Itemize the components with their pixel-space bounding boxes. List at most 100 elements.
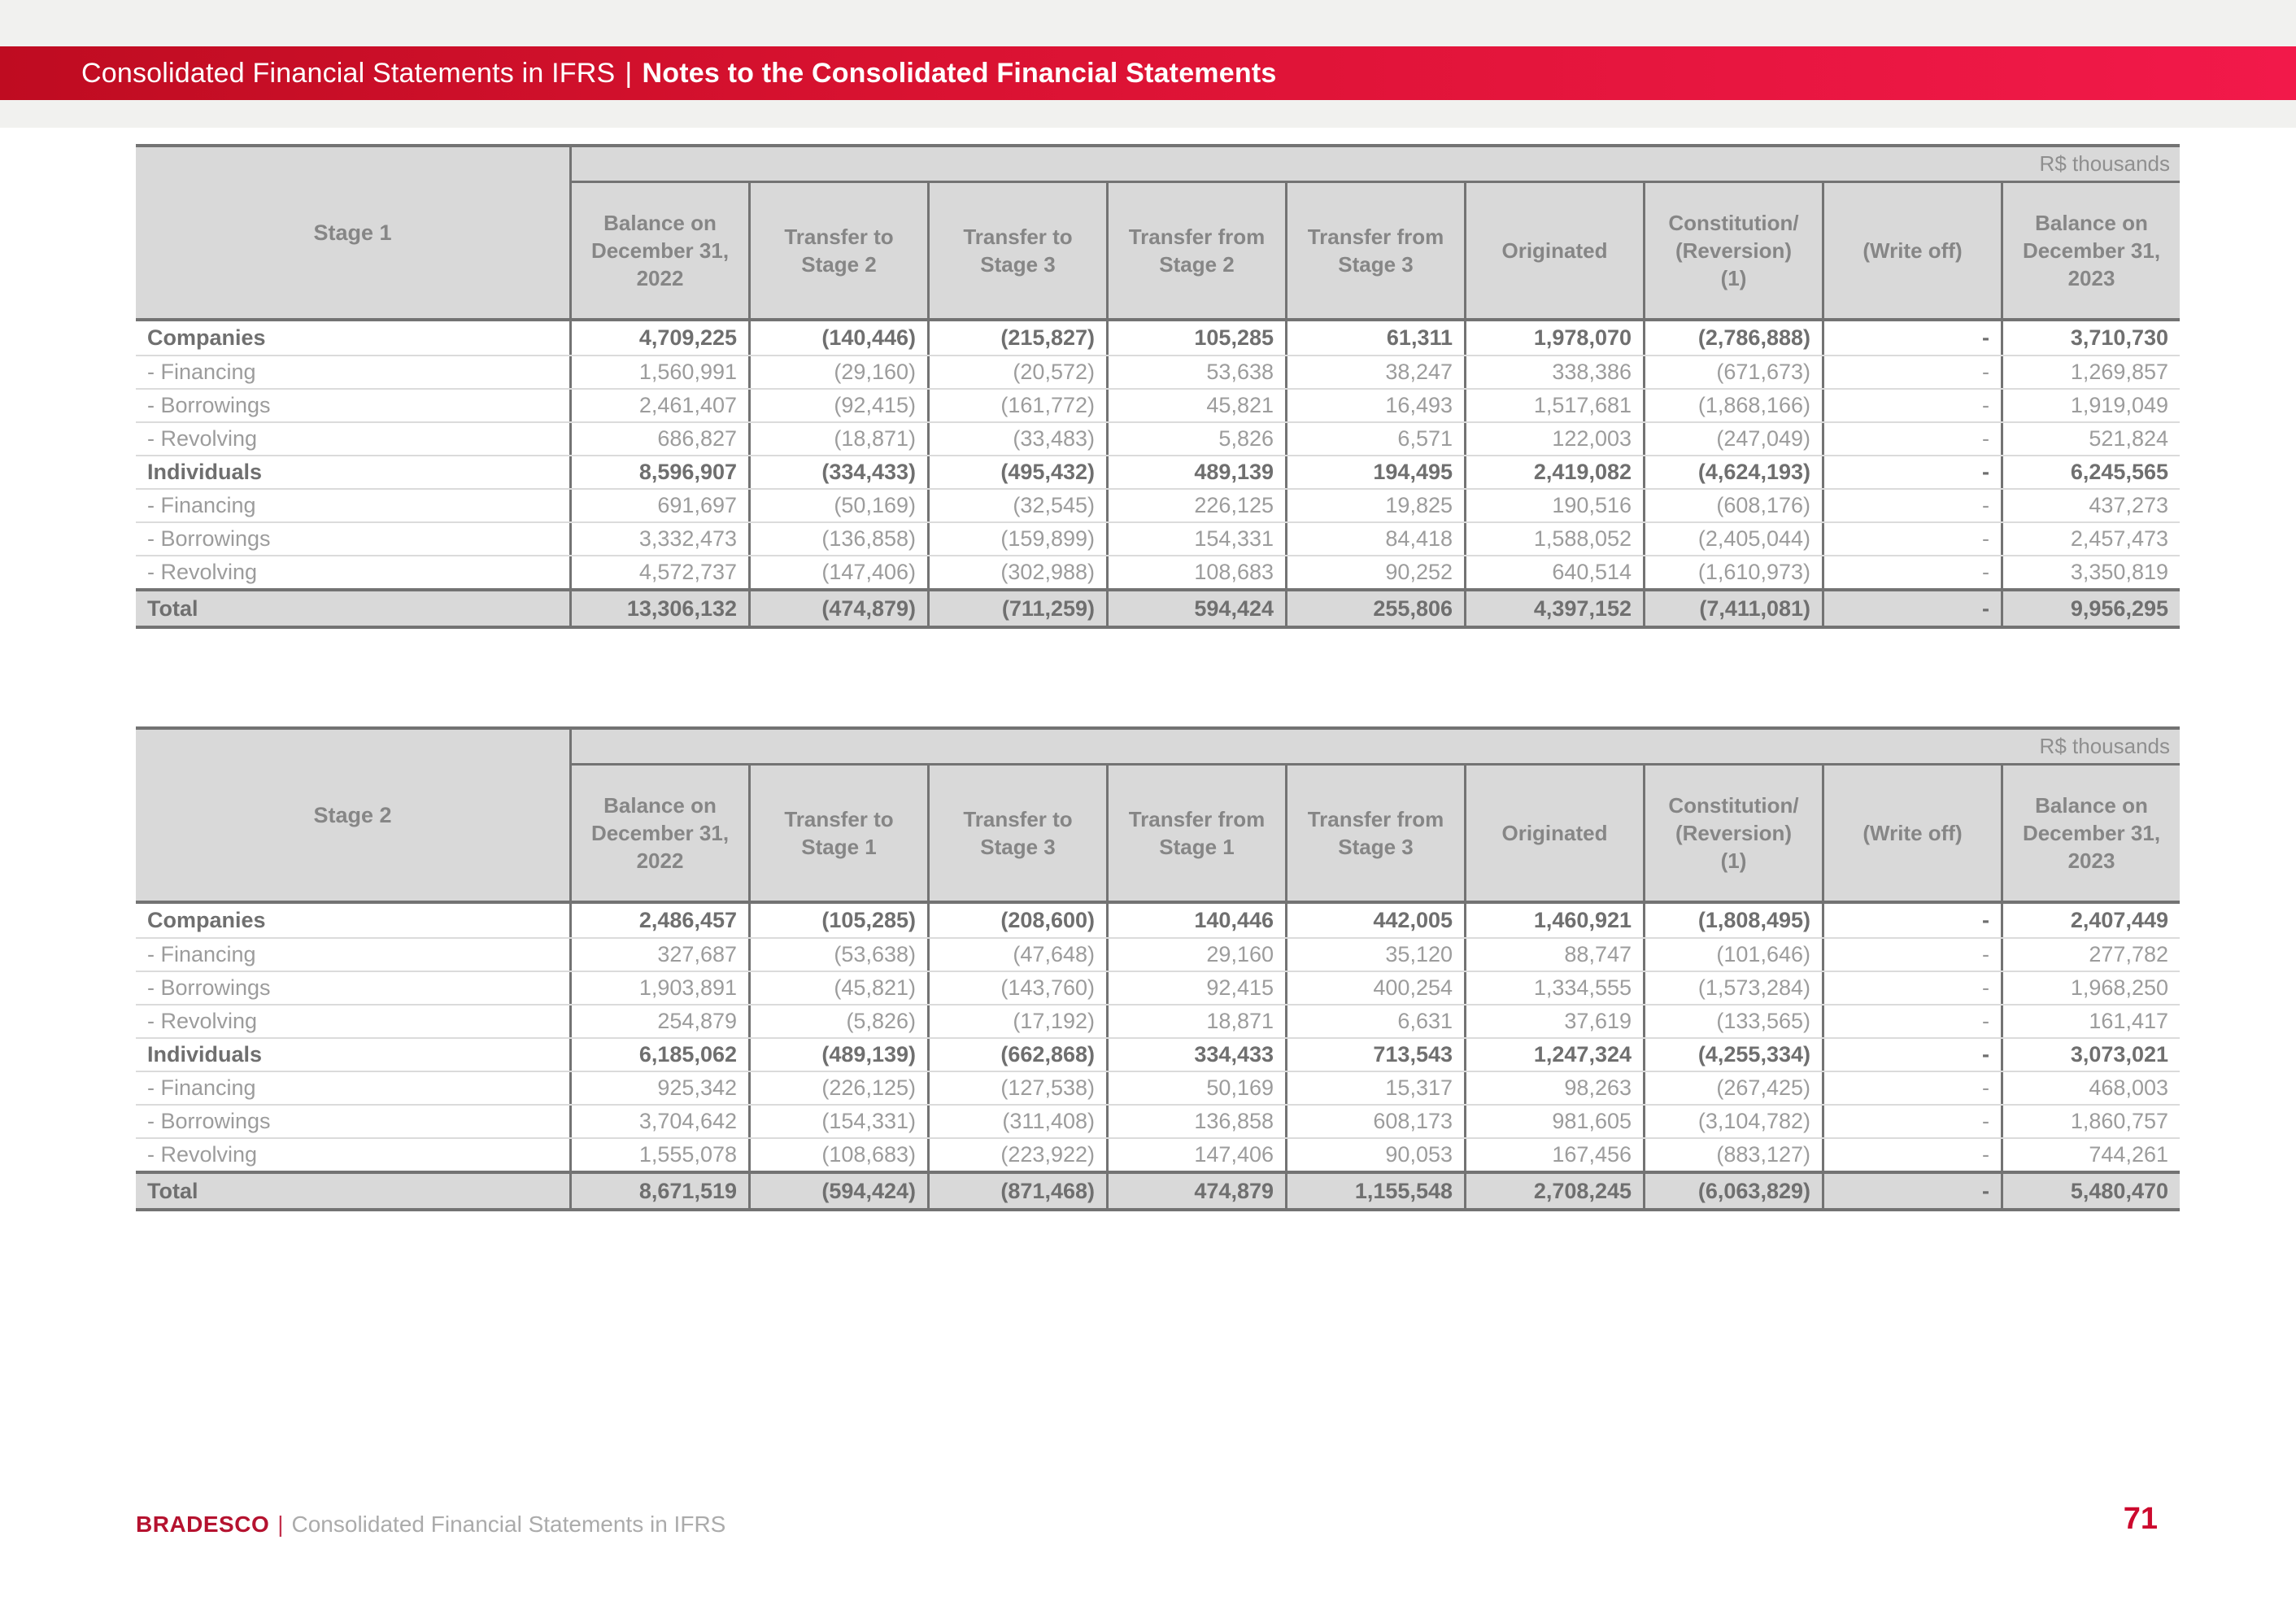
column-header: Transfer to Stage 3 (927, 183, 1106, 318)
value-cell: (154,331) (748, 1106, 927, 1137)
value-cell: 1,588,052 (1464, 523, 1643, 555)
value-cell: 84,418 (1285, 523, 1464, 555)
value-cell: 6,631 (1285, 1006, 1464, 1037)
value-cell: (108,683) (748, 1139, 927, 1171)
banner-bottom-strip (0, 100, 2296, 128)
value-cell: - (1822, 939, 2001, 971)
value-cell: 1,155,548 (1285, 1174, 1464, 1208)
value-cell: 6,245,565 (2001, 456, 2180, 488)
value-cell: 6,185,062 (569, 1039, 748, 1071)
value-cell: 92,415 (1106, 972, 1285, 1004)
value-cell: 90,053 (1285, 1139, 1464, 1171)
total-row: Total 8,671,519 (594,424) (871,468) 474,879 1… (136, 1171, 2180, 1211)
footer-separator: | (277, 1512, 284, 1537)
value-cell: 1,560,991 (569, 356, 748, 388)
value-cell: 108,683 (1106, 556, 1285, 588)
value-cell: (105,285) (748, 904, 927, 937)
value-cell: 489,139 (1106, 456, 1285, 488)
value-cell: 594,424 (1106, 591, 1285, 626)
value-cell: (32,545) (927, 490, 1106, 521)
row-label: - Revolving (147, 1009, 258, 1033)
value-cell: 686,827 (569, 423, 748, 455)
value-cell: (127,538) (927, 1072, 1106, 1104)
column-header: Constitution/ (Reversion) (1) (1643, 766, 1822, 901)
value-cell: 6,571 (1285, 423, 1464, 455)
value-cell: - (1822, 1174, 2001, 1208)
value-cell: (18,871) (748, 423, 927, 455)
value-cell: (92,415) (748, 390, 927, 421)
value-cell: (159,899) (927, 523, 1106, 555)
stage2-table-title: Stage 2 (313, 802, 392, 827)
row-label: - Borrowings (147, 393, 271, 417)
table-row: - Revolving 4,572,737 (147,406) (302,988) 10… (136, 555, 2180, 588)
value-cell: 474,879 (1106, 1174, 1285, 1208)
table-row: - Revolving 254,879 (5,826) (17,192) 18,871 6… (136, 1004, 2180, 1037)
footer-document-title: Consolidated Financial Statements in IFR… (291, 1512, 726, 1537)
value-cell: 1,968,250 (2001, 972, 2180, 1004)
value-cell: 38,247 (1285, 356, 1464, 388)
value-cell: 4,572,737 (569, 556, 748, 588)
value-cell: - (1822, 456, 2001, 488)
row-label: - Borrowings (147, 526, 271, 551)
table-row: - Financing 1,560,991 (29,160) (20,572) 53,6… (136, 355, 2180, 388)
value-cell: 161,417 (2001, 1006, 2180, 1037)
value-cell: 13,306,132 (569, 591, 748, 626)
value-cell: 1,334,555 (1464, 972, 1643, 1004)
value-cell: (47,648) (927, 939, 1106, 971)
value-cell: 3,073,021 (2001, 1039, 2180, 1071)
value-cell: (489,139) (748, 1039, 927, 1071)
value-cell: (4,255,334) (1643, 1039, 1822, 1071)
value-cell: (2,405,044) (1643, 523, 1822, 555)
value-cell: (594,424) (748, 1174, 927, 1208)
value-cell: (334,433) (748, 456, 927, 488)
value-cell: (3,104,782) (1643, 1106, 1822, 1137)
value-cell: (474,879) (748, 591, 927, 626)
top-margin-strip (0, 0, 2296, 46)
value-cell: 18,871 (1106, 1006, 1285, 1037)
value-cell: (495,432) (927, 456, 1106, 488)
value-cell: 744,261 (2001, 1139, 2180, 1171)
value-cell: (45,821) (748, 972, 927, 1004)
stage1-table-header: Stage 1 R$ thousands Balance on December… (136, 144, 2180, 321)
value-cell: 3,710,730 (2001, 321, 2180, 355)
value-cell: 2,461,407 (569, 390, 748, 421)
column-header: Transfer to Stage 2 (748, 183, 927, 318)
value-cell: 277,782 (2001, 939, 2180, 971)
table-row: Individuals 6,185,062 (489,139) (662,868) 33… (136, 1037, 2180, 1071)
value-cell: 255,806 (1285, 591, 1464, 626)
column-header: Transfer from Stage 3 (1285, 766, 1464, 901)
row-label: - Financing (147, 360, 256, 384)
value-cell: (140,446) (748, 321, 927, 355)
page-number: 71 (2123, 1502, 2158, 1536)
value-cell: (302,988) (927, 556, 1106, 588)
value-cell: 2,708,245 (1464, 1174, 1643, 1208)
table-row: - Borrowings 3,332,473 (136,858) (159,899) 1… (136, 521, 2180, 555)
value-cell: 8,596,907 (569, 456, 748, 488)
value-cell: 4,397,152 (1464, 591, 1643, 626)
row-label: Individuals (147, 460, 263, 484)
value-cell: 3,332,473 (569, 523, 748, 555)
column-header: Balance on December 31, 2022 (569, 766, 748, 901)
value-cell: (883,127) (1643, 1139, 1822, 1171)
value-cell: 691,697 (569, 490, 748, 521)
value-cell: 338,386 (1464, 356, 1643, 388)
value-cell: (33,483) (927, 423, 1106, 455)
value-cell: - (1822, 523, 2001, 555)
value-cell: 5,826 (1106, 423, 1285, 455)
value-cell: 226,125 (1106, 490, 1285, 521)
row-label: - Borrowings (147, 975, 271, 1000)
value-cell: (215,827) (927, 321, 1106, 355)
value-cell: 981,605 (1464, 1106, 1643, 1137)
value-cell: 5,480,470 (2001, 1174, 2180, 1208)
column-header: Balance on December 31, 2023 (2001, 183, 2180, 318)
value-cell: 1,460,921 (1464, 904, 1643, 937)
unit-label: R$ thousands (569, 147, 2180, 183)
column-header: Transfer from Stage 3 (1285, 183, 1464, 318)
value-cell: 8,671,519 (569, 1174, 748, 1208)
value-cell: 154,331 (1106, 523, 1285, 555)
value-cell: (133,565) (1643, 1006, 1822, 1037)
value-cell: - (1822, 591, 2001, 626)
table-row: - Financing 691,697 (50,169) (32,545) 226,12… (136, 488, 2180, 521)
value-cell: 98,263 (1464, 1072, 1643, 1104)
